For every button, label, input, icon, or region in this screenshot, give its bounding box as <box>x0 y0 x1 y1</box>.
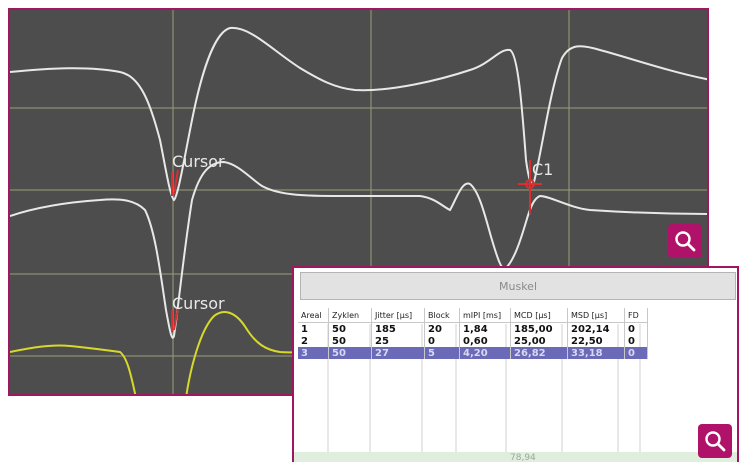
cell-block: 5 <box>424 347 460 359</box>
summary-value: 78,94 <box>510 453 536 462</box>
results-table: Areal Zyklen Jitter [µs] Block mIPI [ms]… <box>298 308 648 359</box>
col-mcd[interactable]: MCD [µs] <box>510 308 568 323</box>
table-header-row: Areal Zyklen Jitter [µs] Block mIPI [ms]… <box>298 308 648 323</box>
cell-areal: 3 <box>298 347 329 359</box>
cell-zyklen: 50 <box>328 322 372 335</box>
col-fd[interactable]: FD <box>624 308 648 323</box>
cell-mipi: 1,84 <box>459 322 511 335</box>
col-jitter[interactable]: Jitter [µs] <box>371 308 425 323</box>
cell-areal: 2 <box>298 335 329 347</box>
cell-msd: 22,50 <box>567 335 625 347</box>
magnifier-icon <box>675 231 696 252</box>
muscle-header[interactable]: Muskel <box>300 272 736 300</box>
cursor-label-2: Cursor <box>172 294 225 313</box>
cell-mipi: 0,60 <box>459 335 511 347</box>
cursor-markers <box>171 160 542 332</box>
col-mipi[interactable]: mIPI [ms] <box>459 308 511 323</box>
col-msd[interactable]: MSD [µs] <box>567 308 625 323</box>
cell-areal: 1 <box>298 322 329 335</box>
cell-jitter: 25 <box>371 335 425 347</box>
trace-1 <box>10 26 707 202</box>
cell-mcd: 185,00 <box>510 322 568 335</box>
zoom-button-bottom[interactable] <box>698 424 732 458</box>
col-zyklen[interactable]: Zyklen <box>328 308 372 323</box>
cell-zyklen: 50 <box>328 335 372 347</box>
cell-msd: 33,18 <box>567 347 625 359</box>
col-block[interactable]: Block <box>424 308 460 323</box>
zoom-button-top[interactable] <box>668 224 702 258</box>
cell-fd: 0 <box>624 347 648 359</box>
cursor-label-1: Cursor <box>172 152 225 171</box>
cell-fd: 0 <box>624 335 648 347</box>
cell-zyklen: 50 <box>328 347 372 359</box>
cell-block: 0 <box>424 335 460 347</box>
cell-mcd: 26,82 <box>510 347 568 359</box>
cell-fd: 0 <box>624 322 648 335</box>
col-areal[interactable]: Areal <box>298 308 329 323</box>
cell-jitter: 185 <box>371 322 425 335</box>
cell-jitter: 27 <box>371 347 425 359</box>
trace-3 <box>10 311 303 394</box>
cell-msd: 202,14 <box>567 322 625 335</box>
table-row-selected[interactable]: 3 50 27 5 4,20 26,82 33,18 0 <box>298 347 648 359</box>
table-row[interactable]: 1 50 185 20 1,84 185,00 202,14 0 <box>298 322 648 335</box>
magnifier-icon <box>705 431 726 452</box>
cursor-label-c1: C1 <box>532 160 554 179</box>
cell-mipi: 4,20 <box>459 347 511 359</box>
table-row[interactable]: 2 50 25 0 0,60 25,00 22,50 0 <box>298 335 648 347</box>
cell-block: 20 <box>424 322 460 335</box>
summary-strip <box>294 452 737 462</box>
results-panel: Muskel Areal Zyklen Jitter [µs] Block mI… <box>292 266 739 462</box>
cell-mcd: 25,00 <box>510 335 568 347</box>
